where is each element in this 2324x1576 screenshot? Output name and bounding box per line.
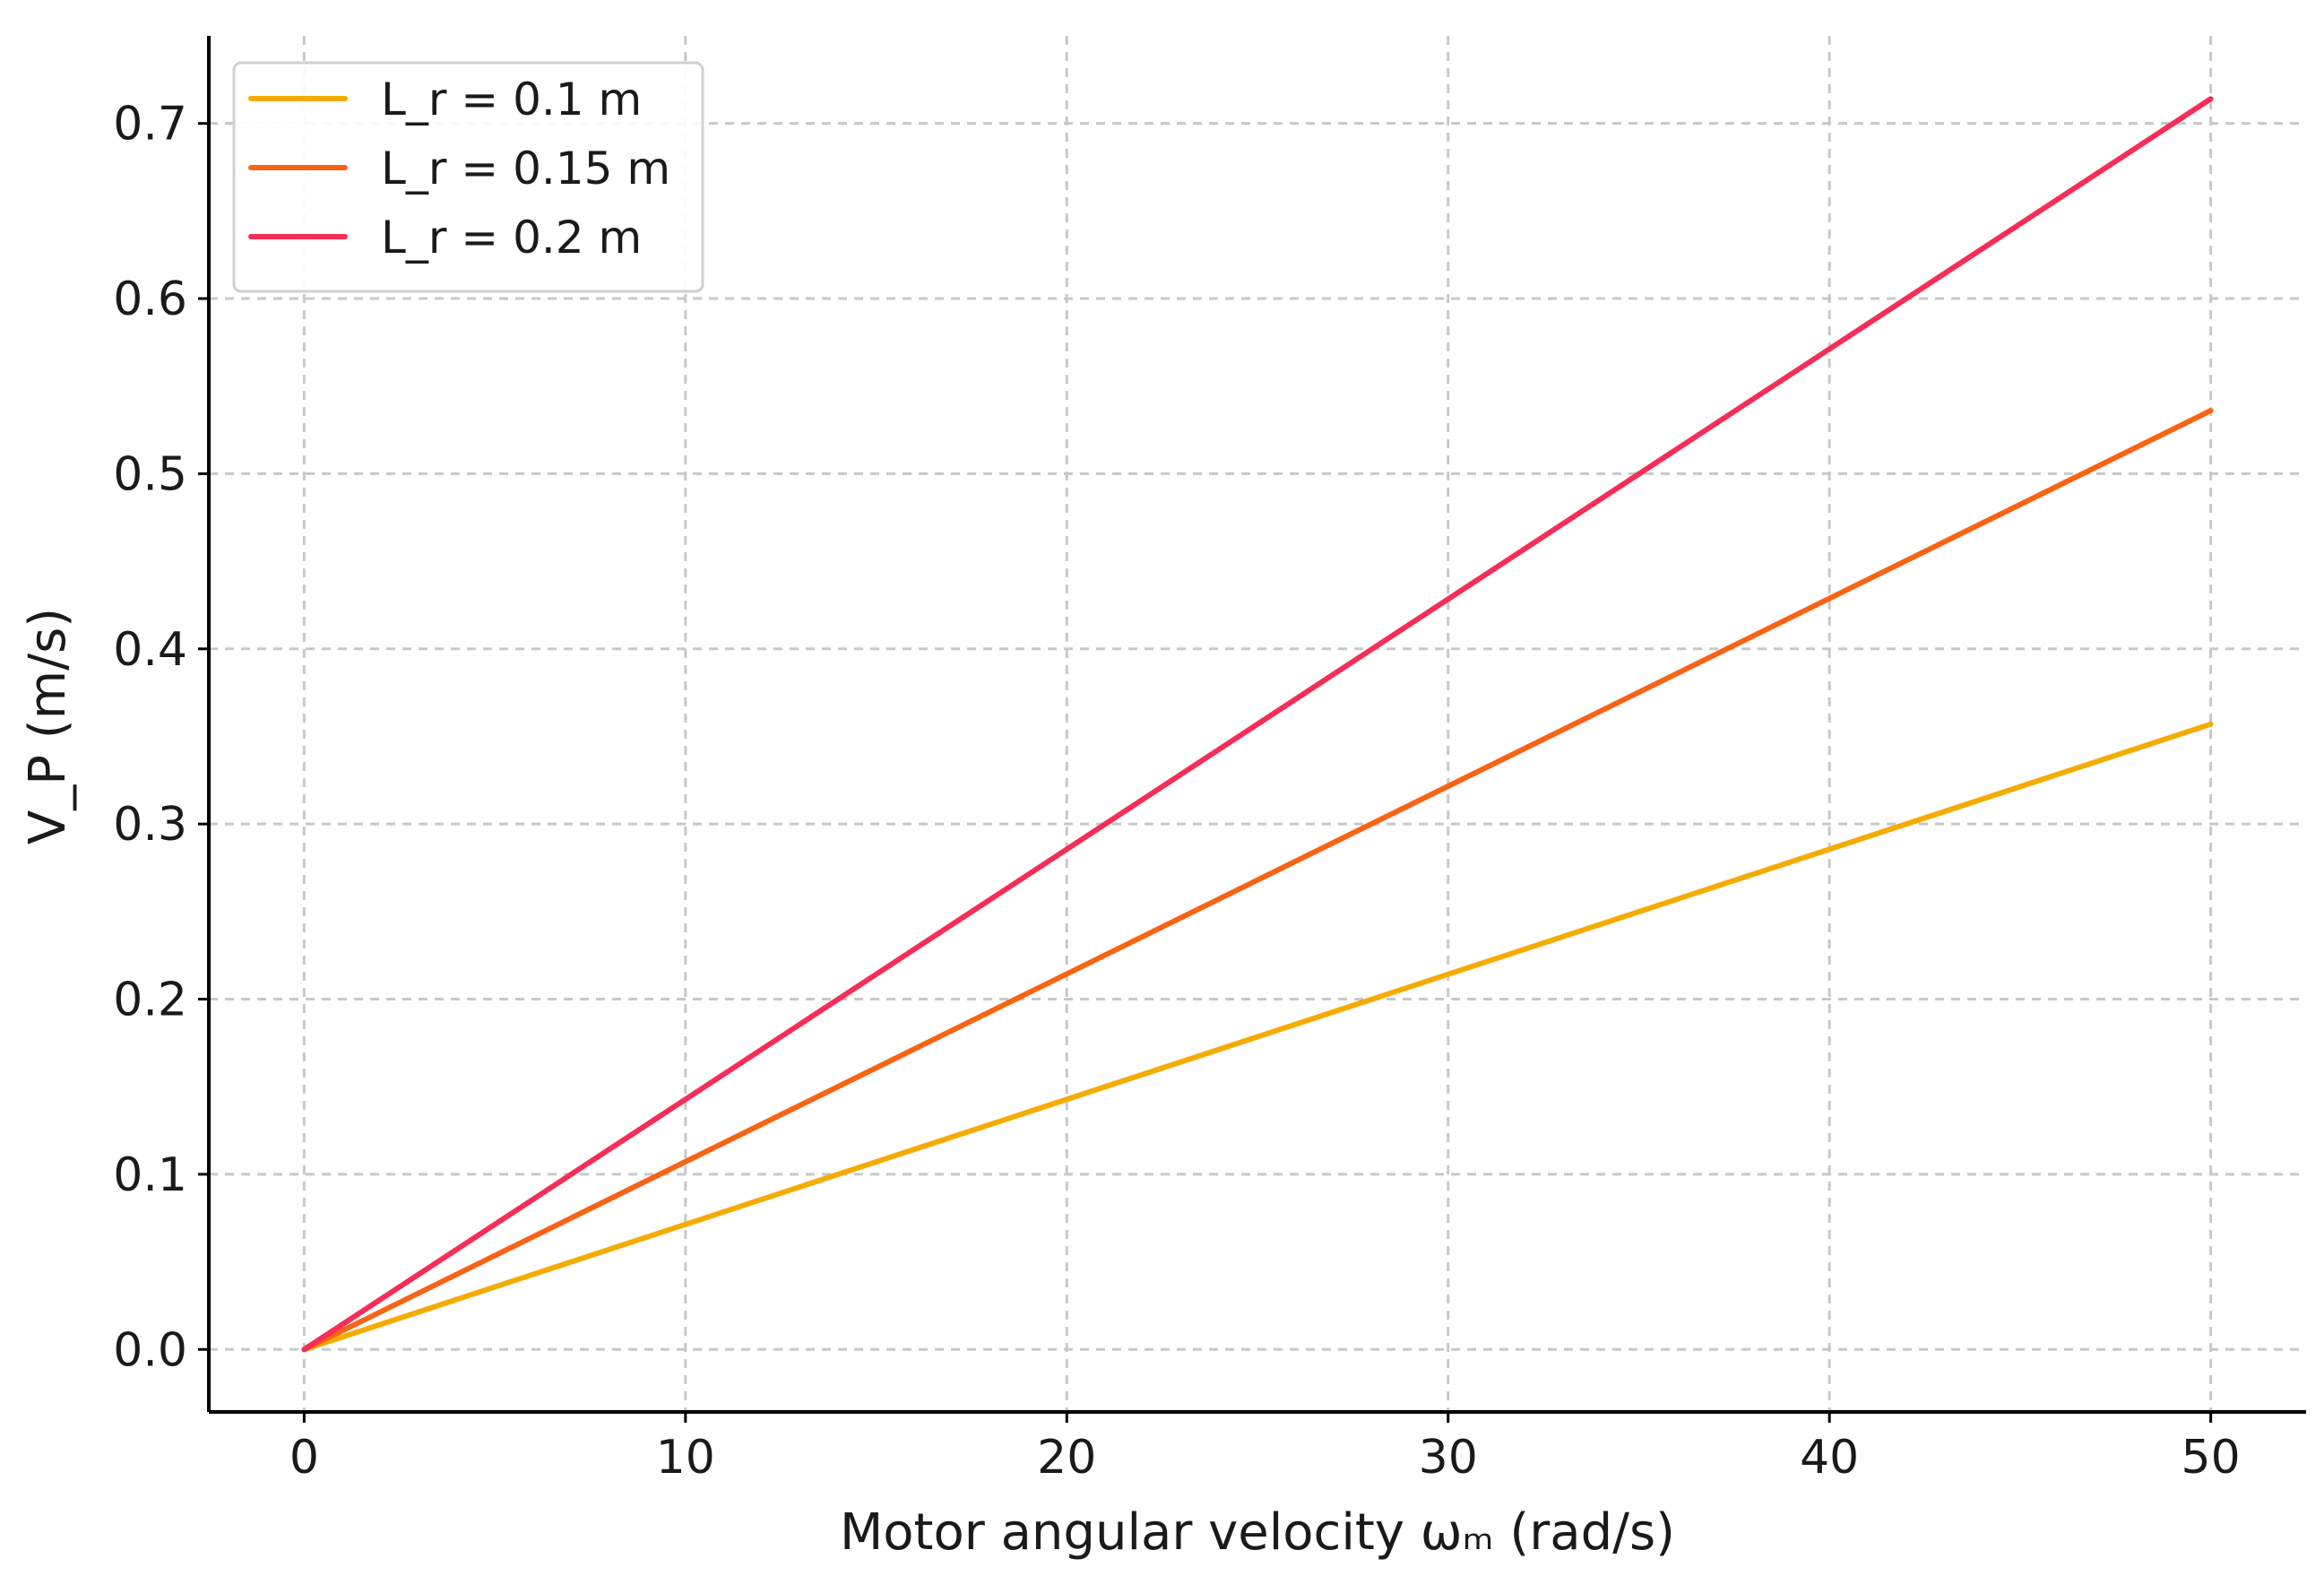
axes bbox=[207, 36, 2306, 1414]
y-tick-label: 0.4 bbox=[113, 623, 187, 677]
series-line-2 bbox=[301, 408, 2214, 1353]
ticks: 0 10 20 30 40 50 0.0 0.1 0.2 0.3 0.4 0.5 0.6 0.7 bbox=[113, 98, 2240, 1485]
y-tick-label: 0.3 bbox=[113, 798, 187, 852]
y-axis-title: V_P (m/s) bbox=[19, 608, 77, 844]
grid bbox=[209, 36, 2306, 1412]
x-tick-label: 0 bbox=[289, 1431, 319, 1485]
x-tick-label: 20 bbox=[1037, 1431, 1096, 1485]
y-tick-label: 0.6 bbox=[113, 273, 187, 326]
legend-box bbox=[232, 61, 704, 293]
legend: L_r = 0.1 m L_r = 0.15 m L_r = 0.2 m bbox=[232, 61, 704, 293]
x-tick-label: 40 bbox=[1800, 1431, 1859, 1485]
y-tick-label: 0.2 bbox=[113, 974, 187, 1027]
y-tick-label: 0.7 bbox=[113, 98, 187, 152]
series-line-1 bbox=[301, 721, 2214, 1353]
series-line-3 bbox=[301, 96, 2214, 1353]
y-tick-label: 0.5 bbox=[113, 447, 187, 501]
series-lines bbox=[301, 96, 2214, 1353]
x-tick-label: 50 bbox=[2181, 1431, 2241, 1485]
x-tick-label: 10 bbox=[656, 1431, 715, 1485]
x-axis-title: Motor angular velocity ωₘ (rad/s) bbox=[840, 1503, 1675, 1562]
legend-label-3: L_r = 0.2 m bbox=[381, 212, 642, 264]
legend-label-2: L_r = 0.15 m bbox=[381, 143, 670, 195]
y-tick-label: 0.0 bbox=[113, 1323, 187, 1377]
x-tick-label: 30 bbox=[1419, 1431, 1478, 1485]
legend-label-1: L_r = 0.1 m bbox=[381, 74, 642, 126]
y-tick-label: 0.1 bbox=[113, 1148, 187, 1202]
